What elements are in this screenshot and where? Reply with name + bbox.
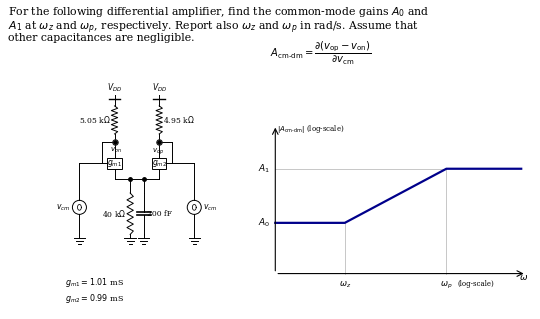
Text: $V_{DD}$: $V_{DD}$ <box>107 82 122 94</box>
Text: 5.05 k$\Omega$: 5.05 k$\Omega$ <box>79 115 111 125</box>
Text: $v_{op}$: $v_{op}$ <box>152 146 164 157</box>
Text: $\omega_z$: $\omega_z$ <box>339 279 351 290</box>
Bar <box>107 158 122 169</box>
Text: $V_{DD}$: $V_{DD}$ <box>152 82 167 94</box>
Text: For the following differential amplifier, find the common-mode gains $A_0$ and: For the following differential amplifier… <box>8 5 429 19</box>
Text: $|A_{\mathrm{cm\text{-}dm}}|$ (log-scale): $|A_{\mathrm{cm\text{-}dm}}|$ (log-scale… <box>276 123 344 135</box>
Text: (log-scale): (log-scale) <box>457 280 494 288</box>
Text: $g_{m1} = 1.01$ mS: $g_{m1} = 1.01$ mS <box>65 276 124 289</box>
Text: $\omega$: $\omega$ <box>519 273 528 282</box>
Text: $v_{cm}$: $v_{cm}$ <box>203 202 218 212</box>
Text: $v_{cm}$: $v_{cm}$ <box>56 202 71 212</box>
Bar <box>152 158 166 169</box>
Text: $A_1$: $A_1$ <box>258 162 270 175</box>
Text: $A_1$ at $\omega_z$ and $\omega_p$, respectively. Report also $\omega_z$ and $\o: $A_1$ at $\omega_z$ and $\omega_p$, resp… <box>8 19 419 35</box>
Text: $g_{m2}$: $g_{m2}$ <box>152 158 167 169</box>
Text: 200 fF: 200 fF <box>147 210 172 218</box>
Text: other capacitances are negligible.: other capacitances are negligible. <box>8 33 194 43</box>
Text: 40 k$\Omega$: 40 k$\Omega$ <box>102 208 126 219</box>
Text: $g_{m1}$: $g_{m1}$ <box>107 158 122 169</box>
Text: $v_{on}$: $v_{on}$ <box>110 146 122 155</box>
Text: $A_0$: $A_0$ <box>258 217 270 229</box>
Text: $\omega_p$: $\omega_p$ <box>440 279 453 291</box>
Text: 4.95 k$\Omega$: 4.95 k$\Omega$ <box>163 115 194 125</box>
Text: $g_{m2} = 0.99$ mS: $g_{m2} = 0.99$ mS <box>65 292 124 305</box>
Text: $A_{\mathrm{cm\text{-}dm}} = \dfrac{\partial(v_{\mathrm{op}} - v_{\mathrm{on}})}: $A_{\mathrm{cm\text{-}dm}} = \dfrac{\par… <box>270 40 372 67</box>
